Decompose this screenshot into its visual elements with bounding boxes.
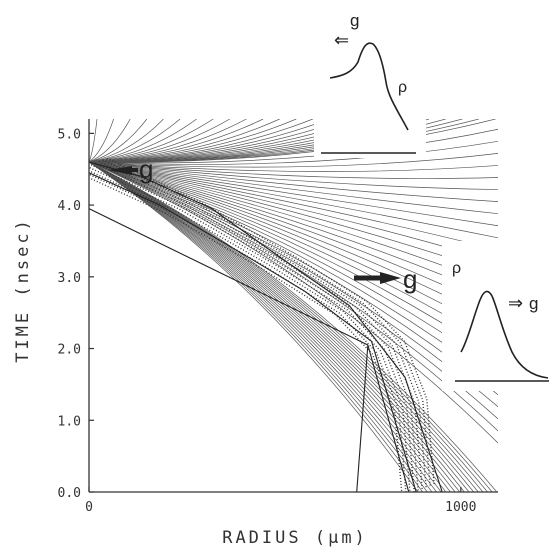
- fan-line: [89, 161, 498, 444]
- fan-line: [89, 161, 433, 492]
- fan-line: [89, 119, 197, 163]
- x-tick-label: 0: [85, 500, 93, 515]
- svg-text:g: g: [139, 154, 153, 184]
- fan-line: [89, 161, 493, 492]
- svg-text:g: g: [350, 11, 359, 30]
- fan-line: [89, 119, 231, 163]
- series-line-1: [89, 172, 417, 492]
- svg-text:ρ: ρ: [398, 79, 407, 96]
- fan-line: [89, 161, 474, 492]
- fan-line: [89, 161, 428, 492]
- y-tick-label: 4.0: [58, 199, 81, 214]
- annotation-g-right: g: [354, 264, 417, 294]
- svg-text:⇒: ⇒: [508, 293, 523, 313]
- band-line: [89, 173, 407, 492]
- fan-line: [89, 161, 456, 492]
- fan-line: [89, 119, 114, 163]
- band-line: [98, 160, 427, 489]
- y-tick-label: 5.0: [58, 127, 81, 142]
- inset-right: ρ ⇒ g: [442, 241, 549, 391]
- fan-line: [89, 161, 498, 251]
- fan-line: [89, 161, 498, 227]
- series-line-2: [89, 161, 443, 492]
- fan-line: [89, 161, 470, 492]
- fan-line: [89, 161, 498, 215]
- y-tick-label: 1.0: [58, 414, 81, 429]
- band-line: [94, 162, 423, 490]
- fan-line: [89, 161, 498, 239]
- fan-line: [89, 119, 131, 163]
- band-line: [89, 176, 403, 492]
- x-axis-label: RADIUS (μm): [222, 528, 368, 548]
- fan-line: [89, 161, 461, 492]
- inset-top-curve: [329, 42, 409, 131]
- fan-line: [89, 161, 423, 492]
- annotation-g-left: g: [108, 154, 153, 184]
- right-arrow-icon: [380, 272, 401, 284]
- fan-line: [89, 119, 98, 163]
- inset-right-curve: [460, 290, 549, 379]
- x-tick-label: 1000: [445, 500, 476, 515]
- svg-text:g: g: [529, 294, 538, 313]
- series-curves: [89, 161, 443, 492]
- y-tick-label: 2.0: [58, 343, 81, 358]
- y-tick-label: 0.0: [58, 486, 81, 501]
- fan-line: [89, 161, 465, 492]
- x-ticks: 0 1000: [85, 487, 476, 515]
- band-line: [89, 166, 415, 492]
- fan-line: [89, 161, 447, 492]
- svg-text:⇐: ⇐: [334, 30, 349, 50]
- fan-line: [89, 161, 451, 492]
- fan-line: [89, 119, 247, 163]
- band-line: [106, 157, 435, 485]
- band-line: [90, 164, 419, 492]
- fan-line: [89, 161, 419, 492]
- y-ticks: 0.0 1.0 2.0 3.0 4.0 5.0: [58, 127, 94, 501]
- fan-line: [89, 119, 164, 163]
- fan-line: [89, 140, 498, 165]
- fan-line: [89, 161, 484, 492]
- fan-line: [89, 161, 498, 202]
- fan-line: [89, 119, 148, 163]
- fan-line: [89, 161, 488, 492]
- series-line-3: [356, 344, 369, 492]
- svg-text:g: g: [403, 264, 417, 294]
- fan-line: [89, 161, 479, 492]
- fan-line: [89, 119, 496, 163]
- fan-line: [89, 128, 498, 164]
- fan-line: [89, 161, 498, 172]
- inset-top: ⇐ g ρ: [314, 0, 426, 158]
- svg-text:ρ: ρ: [452, 260, 461, 277]
- dense-band: [89, 157, 435, 492]
- y-tick-label: 3.0: [58, 271, 81, 286]
- fan-line: [89, 161, 498, 179]
- fan-line: [89, 153, 498, 168]
- left-arrow-icon: [108, 166, 132, 175]
- band-line: [89, 170, 411, 492]
- fan-line: [89, 161, 498, 190]
- fan-line: [89, 119, 181, 163]
- y-axis-label: TIME (nsec): [13, 217, 33, 363]
- band-line: [102, 159, 431, 487]
